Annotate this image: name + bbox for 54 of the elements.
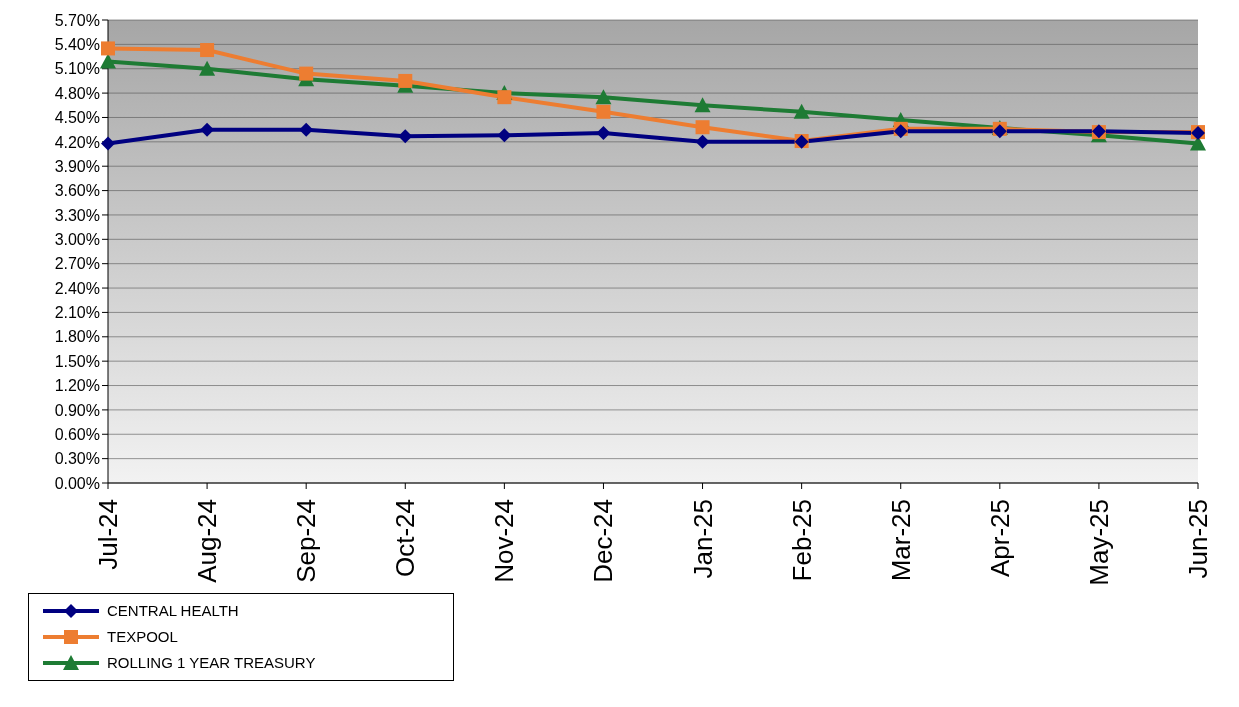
x-tick-label: Nov-24 bbox=[489, 499, 520, 583]
y-tick-label: 0.60% bbox=[54, 425, 100, 443]
x-tick-label: May-25 bbox=[1083, 499, 1114, 586]
y-tick-label: 3.00% bbox=[54, 231, 100, 248]
x-tick-label: Jan-25 bbox=[687, 499, 718, 579]
y-tick-label: 5.10% bbox=[54, 60, 100, 78]
point bbox=[497, 90, 512, 105]
x-tick-label: Feb-25 bbox=[786, 499, 817, 582]
point bbox=[199, 60, 216, 76]
legend-label: CENTRAL HEALTH bbox=[107, 601, 239, 621]
y-tick-label: 3.60% bbox=[54, 182, 100, 200]
point bbox=[398, 73, 413, 88]
point bbox=[694, 97, 711, 113]
point bbox=[299, 122, 314, 137]
point bbox=[101, 136, 115, 151]
y-tick-label: 0.00% bbox=[54, 474, 100, 492]
y-tick-label: 3.90% bbox=[54, 157, 100, 175]
point bbox=[299, 66, 314, 81]
x-tick-label: Apr-25 bbox=[984, 499, 1015, 578]
y-tick-label: 1.50% bbox=[54, 352, 100, 370]
legend-label: TEXPOOL bbox=[107, 627, 178, 647]
y-tick-label: 5.70% bbox=[54, 11, 100, 29]
y-tick-label: 4.50% bbox=[54, 109, 100, 127]
point bbox=[200, 122, 215, 137]
point bbox=[398, 129, 413, 144]
y-tick-label: 2.10% bbox=[54, 304, 100, 322]
y-tick-label: 1.80% bbox=[54, 328, 100, 346]
point bbox=[100, 53, 116, 69]
y-tick-label: 0.30% bbox=[54, 450, 100, 468]
x-tick-label: Oct-24 bbox=[390, 499, 421, 578]
y-tick-label: 2.70% bbox=[54, 255, 100, 273]
y-tick-label: 4.20% bbox=[54, 133, 100, 151]
point bbox=[596, 125, 611, 140]
x-tick-label: Sep-24 bbox=[291, 499, 322, 583]
y-tick-label: 0.90% bbox=[54, 401, 100, 419]
y-tick-label: 5.40% bbox=[54, 36, 100, 54]
y-tick-label: 2.40% bbox=[54, 279, 100, 297]
point bbox=[793, 103, 810, 119]
point bbox=[595, 89, 612, 105]
y-tick-label: 3.30% bbox=[54, 206, 100, 224]
point bbox=[497, 128, 512, 143]
point bbox=[695, 134, 710, 149]
x-tick-label: Mar-25 bbox=[885, 499, 916, 582]
point bbox=[200, 43, 215, 58]
x-tick-label: Aug-24 bbox=[192, 499, 223, 583]
point bbox=[695, 120, 710, 135]
y-tick-label: 1.20% bbox=[54, 377, 100, 395]
x-tick-label: Jun-25 bbox=[1183, 499, 1213, 579]
point bbox=[596, 104, 611, 119]
legend-label: ROLLING 1 YEAR TREASURY bbox=[107, 653, 316, 673]
x-tick-label: Jul-24 bbox=[93, 499, 123, 570]
point bbox=[101, 41, 115, 56]
y-tick-label: 4.80% bbox=[54, 84, 100, 102]
x-tick-label: Dec-24 bbox=[588, 499, 619, 583]
